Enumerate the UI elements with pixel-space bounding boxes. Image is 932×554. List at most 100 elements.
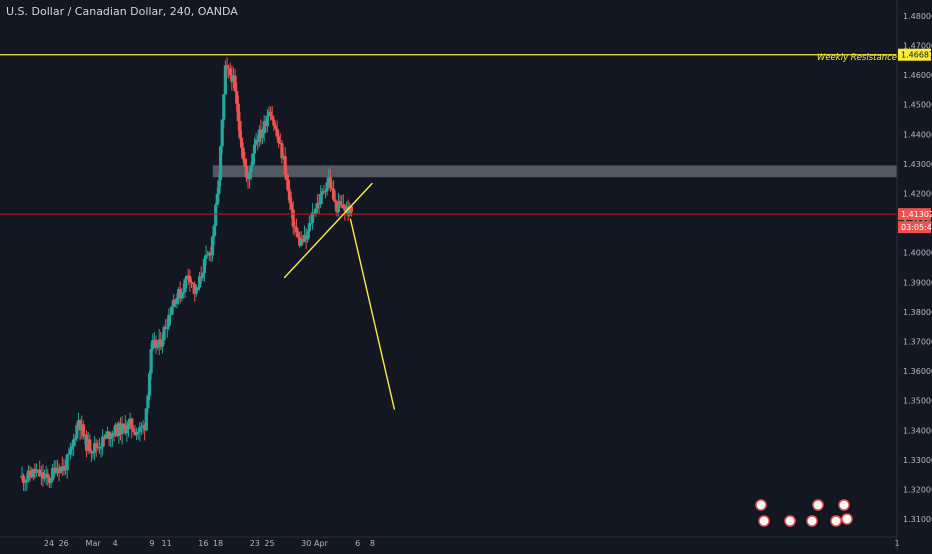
candle-body [155,345,160,348]
candle-body [183,279,187,292]
candle-body [306,231,310,240]
candle-body [76,420,81,426]
candle-body [202,258,207,274]
candle-body [199,276,203,278]
candle-body [60,466,64,471]
candle-body [178,289,182,299]
candle-body [296,232,300,238]
candle-body [241,147,245,160]
candle-body [65,454,69,471]
candle-body [285,174,289,180]
annotation-lines-layer [0,54,897,410]
candle-body [168,314,173,316]
candle-body [162,327,166,341]
candle-body [252,144,257,154]
candle-body [269,111,273,117]
candle-body [323,190,328,192]
candle-body [126,421,131,430]
candle-body [340,204,344,206]
candle-body [223,65,228,95]
candle-body [288,191,292,204]
candle-body [75,425,79,439]
candle-body [283,156,287,175]
candle-body [249,165,253,172]
chart-title: U.S. Dollar / Canadian Dollar, 240, OAND… [6,5,238,18]
candle-body [194,289,198,294]
candle-body [210,236,215,256]
candle-body [109,437,113,440]
resistance-price-tag-bg [898,48,931,61]
candle-body [227,67,231,69]
candle-body [39,472,43,477]
supply-zone-layer [212,165,897,178]
candle-body [185,275,189,280]
economic-event-icon [830,515,842,527]
candle-body [122,423,126,425]
candle-body [341,204,345,208]
candle-body [286,179,290,192]
time-tick-label: 8 [370,539,375,548]
candle-body [44,473,48,477]
candle-body [143,425,147,431]
price-tick-label: 1.42000 [903,189,932,198]
candle-body [191,282,195,285]
price-tick-label: 1.31000 [903,515,932,524]
candle-body [138,426,142,432]
candle-body [236,103,240,122]
candle-body [333,199,337,202]
candle-body [314,208,318,214]
candle-body [281,156,286,159]
candle-body [62,465,66,471]
candle-body [330,188,334,190]
candle-body [152,339,156,341]
price-tick-label: 1.37000 [903,338,932,347]
candle-body [164,327,168,329]
ascending-trendline [283,182,373,279]
candle-body [262,121,266,134]
candle-body [228,68,232,76]
countdown-tag: 03:05:44 [901,223,932,232]
candle-body [51,468,55,481]
candle-body [149,349,153,374]
economic-event-icon [812,499,824,511]
candle-body [88,439,92,451]
candle-body [231,75,236,83]
candle-body [55,468,60,474]
candle-body [91,452,95,454]
candle-body [170,306,174,315]
candle-body [215,193,219,205]
candle-body [72,439,76,447]
candle-body [280,143,284,159]
candle-body [26,470,31,480]
candle-body [114,424,118,436]
candle-body [160,340,165,347]
candle-body [80,424,84,431]
candle-body [147,373,152,396]
economic-event-icon [784,515,796,527]
candle-body [260,133,265,138]
candle-body [41,472,45,479]
supply-zone [212,165,897,178]
candle-body [28,470,32,476]
candle-body [105,431,110,435]
candle-body [246,177,250,179]
price-tick-label: 1.32000 [903,486,932,495]
candle-body [346,206,350,216]
candle-body [344,206,349,211]
candle-body [21,475,26,483]
candle-body [267,111,271,116]
candle-body [248,171,252,179]
candles-layer [20,57,353,492]
candle-body [176,289,181,298]
price-tick-label: 1.46000 [903,71,932,80]
candle-body [30,475,34,478]
candle-body [107,431,111,440]
candle-body [20,475,24,478]
candle-body [349,206,353,213]
time-tick-label: 11 [162,539,172,548]
price-tick-label: 1.48000 [903,12,932,21]
candle-body [193,284,197,294]
candle-body [217,180,221,194]
